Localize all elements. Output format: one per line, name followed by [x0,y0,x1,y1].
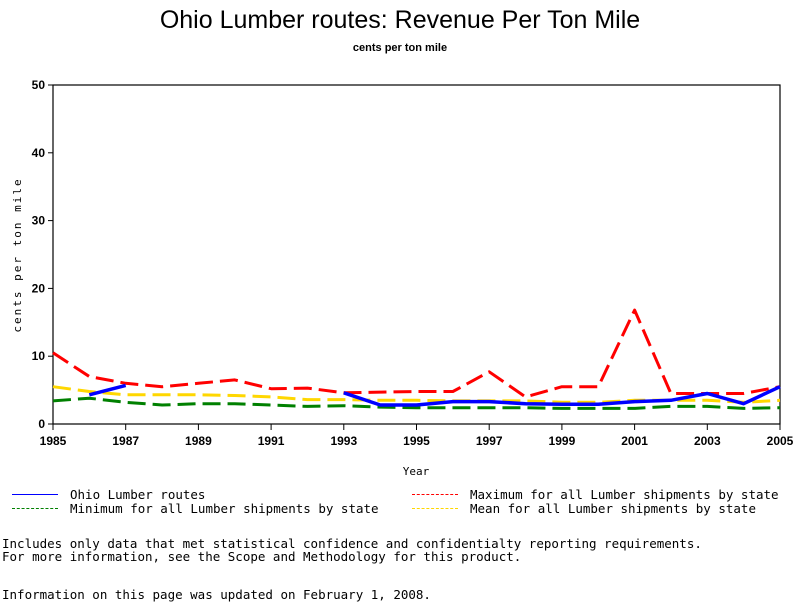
x-axis-label: Year [403,465,430,478]
legend-item-ohio: Ohio Lumber routes [12,487,205,501]
legend-swatch-ohio [12,494,58,495]
legend-swatch-mean [412,508,458,509]
legend-label-minimum: Minimum for all Lumber shipments by stat… [70,501,379,516]
x-tick-label: 1991 [258,434,285,448]
legend-item-maximum: Maximum for all Lumber shipments by stat… [412,487,779,501]
y-tick-label: 20 [32,281,46,295]
y-tick-label: 50 [32,78,46,92]
y-tick-label: 0 [38,417,45,431]
x-tick-label: 2001 [621,434,648,448]
x-tick-label: 1995 [403,434,430,448]
legend-item-minimum: Minimum for all Lumber shipments by stat… [12,501,379,515]
plot-frame [53,85,780,424]
x-tick-label: 1989 [185,434,212,448]
x-tick-label: 2005 [767,434,794,448]
x-tick-label: 1993 [330,434,357,448]
legend-item-mean: Mean for all Lumber shipments by state [412,501,756,515]
x-tick-label: 1999 [549,434,576,448]
y-tick-label: 30 [32,214,46,228]
x-tick-label: 1987 [112,434,139,448]
legend: Ohio Lumber routes Maximum for all Lumbe… [0,487,800,519]
x-tick-label: 1985 [40,434,67,448]
footer-note-line2: For more information, see the Scope and … [2,549,521,564]
line-chart: 0 10 20 30 40 50 1985 1987 1989 1991 1993 1995 1997 1… [0,0,800,480]
y-tick-label: 10 [32,349,46,363]
legend-label-ohio: Ohio Lumber routes [70,487,205,502]
x-tick-label: 1997 [476,434,503,448]
legend-label-maximum: Maximum for all Lumber shipments by stat… [470,487,779,502]
series-layer [53,310,780,408]
legend-swatch-minimum [12,508,58,509]
y-tick-label: 40 [32,146,46,160]
series-line [53,310,780,397]
legend-label-mean: Mean for all Lumber shipments by state [470,501,756,516]
x-tick-label: 2003 [694,434,721,448]
legend-swatch-maximum [412,494,458,495]
y-axis-label: cents per ton mile [11,177,24,332]
series-maximum-for-all-lumber-shipments-by-state [53,310,780,397]
